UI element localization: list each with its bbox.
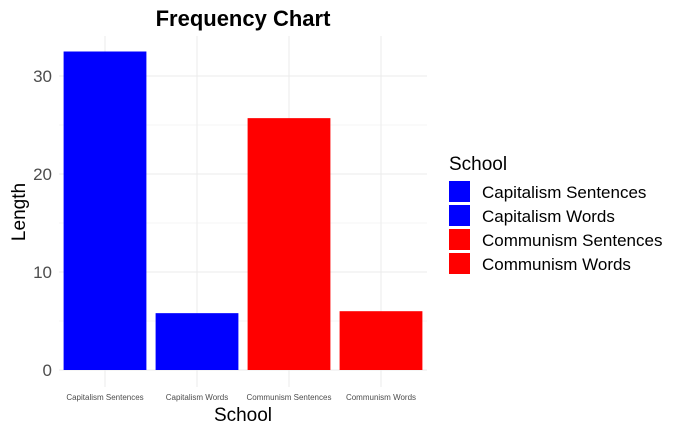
x-tick-label: Capitalism Words xyxy=(166,393,229,402)
legend-label: Capitalism Sentences xyxy=(482,183,646,202)
y-tick-label: 0 xyxy=(43,361,52,380)
x-tick-label: Capitalism Sentences xyxy=(66,393,143,402)
bars xyxy=(63,51,423,370)
y-tick-label: 10 xyxy=(33,263,52,282)
legend-swatch xyxy=(449,205,470,226)
legend-label: Communism Sentences xyxy=(482,231,662,250)
legend-label: Communism Words xyxy=(482,255,631,274)
x-tick-label: Communism Sentences xyxy=(247,393,332,402)
bar xyxy=(339,311,423,370)
y-tick-label: 20 xyxy=(33,165,52,184)
x-axis-ticks: Capitalism Sentences Capitalism Words Comm… xyxy=(66,393,416,402)
x-tick-label: Communism Words xyxy=(346,393,416,402)
bar xyxy=(247,118,331,370)
bar xyxy=(155,313,239,370)
y-axis-ticks: 0 10 20 30 xyxy=(33,67,52,380)
bar xyxy=(63,51,147,370)
y-tick-label: 30 xyxy=(33,67,52,86)
legend-label: Capitalism Words xyxy=(482,207,615,226)
legend-title: School xyxy=(449,154,507,175)
chart-title: Frequency Chart xyxy=(156,6,331,31)
y-axis-title: Length xyxy=(9,183,30,241)
x-axis-title: School xyxy=(214,405,272,426)
legend-swatch xyxy=(449,253,470,274)
legend-swatch xyxy=(449,229,470,250)
legend: School Capitalism Sentences Capitalism Wo… xyxy=(449,154,662,274)
legend-swatch xyxy=(449,181,470,202)
